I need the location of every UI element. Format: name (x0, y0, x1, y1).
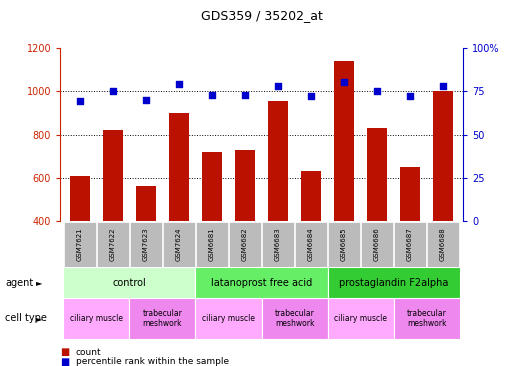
Bar (163, 222, 195, 267)
Bar (97, 222, 129, 267)
Bar (63, 267, 196, 298)
Text: percentile rank within the sample: percentile rank within the sample (76, 357, 229, 366)
Text: GSM6682: GSM6682 (242, 228, 248, 261)
Bar (103, 130, 123, 221)
Text: ►: ► (36, 278, 42, 287)
Text: trabecular
meshwork: trabecular meshwork (406, 309, 447, 328)
Text: agent: agent (5, 278, 33, 288)
Bar (130, 298, 196, 339)
Bar (196, 222, 228, 267)
Text: ciliary muscle: ciliary muscle (202, 314, 255, 323)
Bar (196, 298, 262, 339)
Point (373, 88, 381, 94)
Bar (295, 222, 327, 267)
Point (175, 81, 183, 87)
Bar (136, 186, 156, 221)
Bar (367, 128, 387, 221)
Bar (196, 267, 327, 298)
Bar (427, 222, 459, 267)
Text: GDS359 / 35202_at: GDS359 / 35202_at (200, 9, 323, 22)
Bar (130, 222, 162, 267)
Text: GSM6686: GSM6686 (374, 227, 380, 261)
Point (274, 83, 282, 89)
Text: ciliary muscle: ciliary muscle (334, 314, 387, 323)
Bar (262, 222, 294, 267)
Text: GSM7624: GSM7624 (176, 228, 182, 261)
Text: GSM6688: GSM6688 (440, 227, 446, 261)
Bar (334, 61, 354, 221)
Text: GSM6681: GSM6681 (209, 227, 215, 261)
Text: GSM6683: GSM6683 (275, 227, 281, 261)
Text: count: count (76, 348, 101, 356)
Point (241, 92, 249, 97)
Point (109, 88, 117, 94)
Point (406, 93, 414, 99)
Bar (70, 176, 90, 221)
Text: ►: ► (36, 314, 42, 323)
Text: ■: ■ (60, 347, 70, 357)
Bar (394, 222, 426, 267)
Bar (328, 222, 360, 267)
Bar (327, 267, 460, 298)
Bar (262, 298, 327, 339)
Bar (433, 91, 453, 221)
Bar (169, 113, 189, 221)
Text: trabecular
meshwork: trabecular meshwork (143, 309, 183, 328)
Text: prostaglandin F2alpha: prostaglandin F2alpha (339, 278, 448, 288)
Bar (229, 222, 261, 267)
Text: control: control (112, 278, 146, 288)
Text: latanoprost free acid: latanoprost free acid (211, 278, 312, 288)
Text: GSM7621: GSM7621 (77, 228, 83, 261)
Point (307, 93, 315, 99)
Bar (327, 298, 393, 339)
Text: ciliary muscle: ciliary muscle (70, 314, 123, 323)
Bar (361, 222, 393, 267)
Point (439, 83, 447, 89)
Text: GSM6687: GSM6687 (407, 227, 413, 261)
Bar (400, 167, 420, 221)
Bar (202, 152, 222, 221)
Bar (235, 150, 255, 221)
Bar (301, 171, 321, 221)
Bar (393, 298, 460, 339)
Point (142, 97, 150, 103)
Text: ■: ■ (60, 356, 70, 366)
Bar (268, 101, 288, 221)
Bar (64, 222, 96, 267)
Point (340, 79, 348, 85)
Point (208, 92, 216, 97)
Bar (63, 298, 130, 339)
Text: trabecular
meshwork: trabecular meshwork (275, 309, 314, 328)
Point (76, 98, 84, 104)
Text: GSM7622: GSM7622 (110, 228, 116, 261)
Text: cell type: cell type (5, 313, 47, 324)
Text: GSM7623: GSM7623 (143, 228, 149, 261)
Text: GSM6684: GSM6684 (308, 228, 314, 261)
Text: GSM6685: GSM6685 (341, 228, 347, 261)
